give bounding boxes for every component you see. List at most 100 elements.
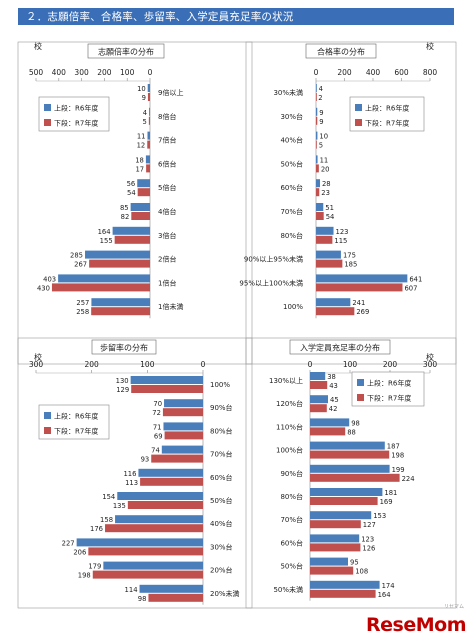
bar-r7 (114, 235, 150, 244)
bar-r6 (310, 418, 350, 427)
bar-r7 (310, 497, 378, 505)
data-label: 72 (152, 409, 161, 417)
bar-r6 (147, 84, 150, 92)
category-label: 40%台 (280, 136, 303, 145)
data-label: 9 (319, 109, 323, 117)
tick-label: 300 (29, 360, 44, 369)
legend-label: 下段：R7年度 (367, 394, 411, 403)
category-label: 4倍台 (158, 207, 176, 216)
data-label: 5 (143, 118, 147, 126)
data-label: 54 (326, 213, 335, 221)
bar-r7 (51, 283, 150, 292)
data-label: 11 (137, 133, 146, 141)
category-label: 80%台 (280, 231, 303, 240)
data-label: 93 (141, 456, 150, 464)
data-label: 169 (380, 498, 393, 506)
bar-r6 (310, 464, 390, 473)
section-header: ２．志願倍率、合格率、歩留率、入学定員充足率の状況 (18, 8, 454, 25)
unit-label: 校 (426, 41, 434, 51)
bar-r7 (310, 543, 361, 552)
bar-r7 (148, 593, 203, 602)
tick-label: 0 (201, 360, 206, 369)
watermark-text: ReseMom (366, 614, 466, 636)
legend-swatch-r6 (357, 379, 364, 386)
data-label: 115 (334, 237, 347, 245)
bar-r6 (147, 131, 150, 140)
data-label: 11 (320, 156, 329, 164)
bar-r7 (316, 307, 355, 316)
data-label: 95 (350, 559, 359, 567)
category-label: 100%台 (276, 446, 303, 455)
bar-r7 (316, 283, 403, 292)
data-label: 9 (319, 118, 323, 126)
bar-r6 (130, 376, 203, 384)
data-label: 23 (321, 189, 330, 197)
data-label: 70 (153, 400, 162, 408)
bar-r6 (112, 226, 150, 235)
data-label: 198 (78, 572, 91, 580)
data-label: 113 (125, 479, 138, 487)
tick-label: 300 (74, 68, 89, 77)
data-label: 85 (120, 204, 129, 212)
data-label: 158 (100, 516, 113, 524)
data-label: 98 (138, 595, 147, 603)
chart-title: 合格率の分布 (317, 47, 365, 57)
data-label: 198 (391, 452, 404, 460)
data-label: 38 (327, 373, 336, 381)
data-label: 430 (37, 284, 50, 292)
bar-r6 (310, 534, 360, 543)
tick-label: 0 (308, 360, 313, 369)
chart-title-box (91, 339, 157, 355)
bar-r6 (310, 372, 326, 380)
tick-label: 200 (97, 68, 112, 77)
data-label: 154 (102, 493, 115, 501)
data-label: 20 (321, 165, 330, 173)
chart-title-box (305, 43, 377, 59)
legend-label: 下段：R7年度 (54, 427, 98, 436)
bar-r7 (137, 188, 150, 197)
legend-label: 上段：R6年度 (367, 379, 411, 388)
data-label: 174 (382, 582, 395, 590)
category-label: 100% (210, 381, 230, 389)
category-label: 7倍台 (158, 136, 176, 145)
bar-r6 (137, 179, 150, 188)
bar-r7 (88, 547, 203, 556)
data-label: 4 (143, 109, 147, 117)
category-label: 60%台 (280, 538, 303, 547)
bar-r7 (310, 450, 390, 459)
bar-r6 (115, 515, 203, 524)
data-label: 123 (361, 535, 374, 543)
data-label: 69 (154, 432, 163, 440)
bar-r6 (310, 511, 372, 520)
category-label: 50%未満 (273, 585, 303, 594)
unit-label: 校 (34, 41, 42, 51)
category-label: 70%台 (280, 515, 303, 524)
tick-label: 600 (394, 68, 409, 77)
bar-r7 (316, 235, 333, 244)
data-label: 199 (392, 466, 405, 474)
chart-title: 入学定員充足率の分布 (300, 343, 380, 353)
data-label: 257 (76, 299, 89, 307)
data-label: 175 (343, 252, 356, 260)
data-label: 56 (127, 180, 136, 188)
bar-r7 (310, 427, 346, 436)
bar-r6 (91, 298, 150, 307)
tick-label: 0 (148, 68, 153, 77)
category-label: 6倍台 (158, 159, 176, 168)
bar-r7 (316, 164, 319, 173)
bar-r7 (140, 477, 203, 486)
data-label: 135 (113, 502, 126, 510)
bar-r6 (76, 538, 203, 547)
data-label: 126 (362, 544, 375, 552)
bar-r6 (117, 492, 203, 500)
tick-label: 100 (343, 360, 358, 369)
bar-r6 (149, 107, 150, 116)
data-label: 43 (329, 382, 338, 390)
chart-title-box (87, 43, 165, 59)
data-label: 28 (322, 180, 331, 188)
chart-title: 歩留率の分布 (100, 343, 148, 353)
data-label: 285 (70, 252, 83, 260)
unit-label: 校 (426, 352, 434, 362)
bar-r6 (316, 203, 324, 211)
